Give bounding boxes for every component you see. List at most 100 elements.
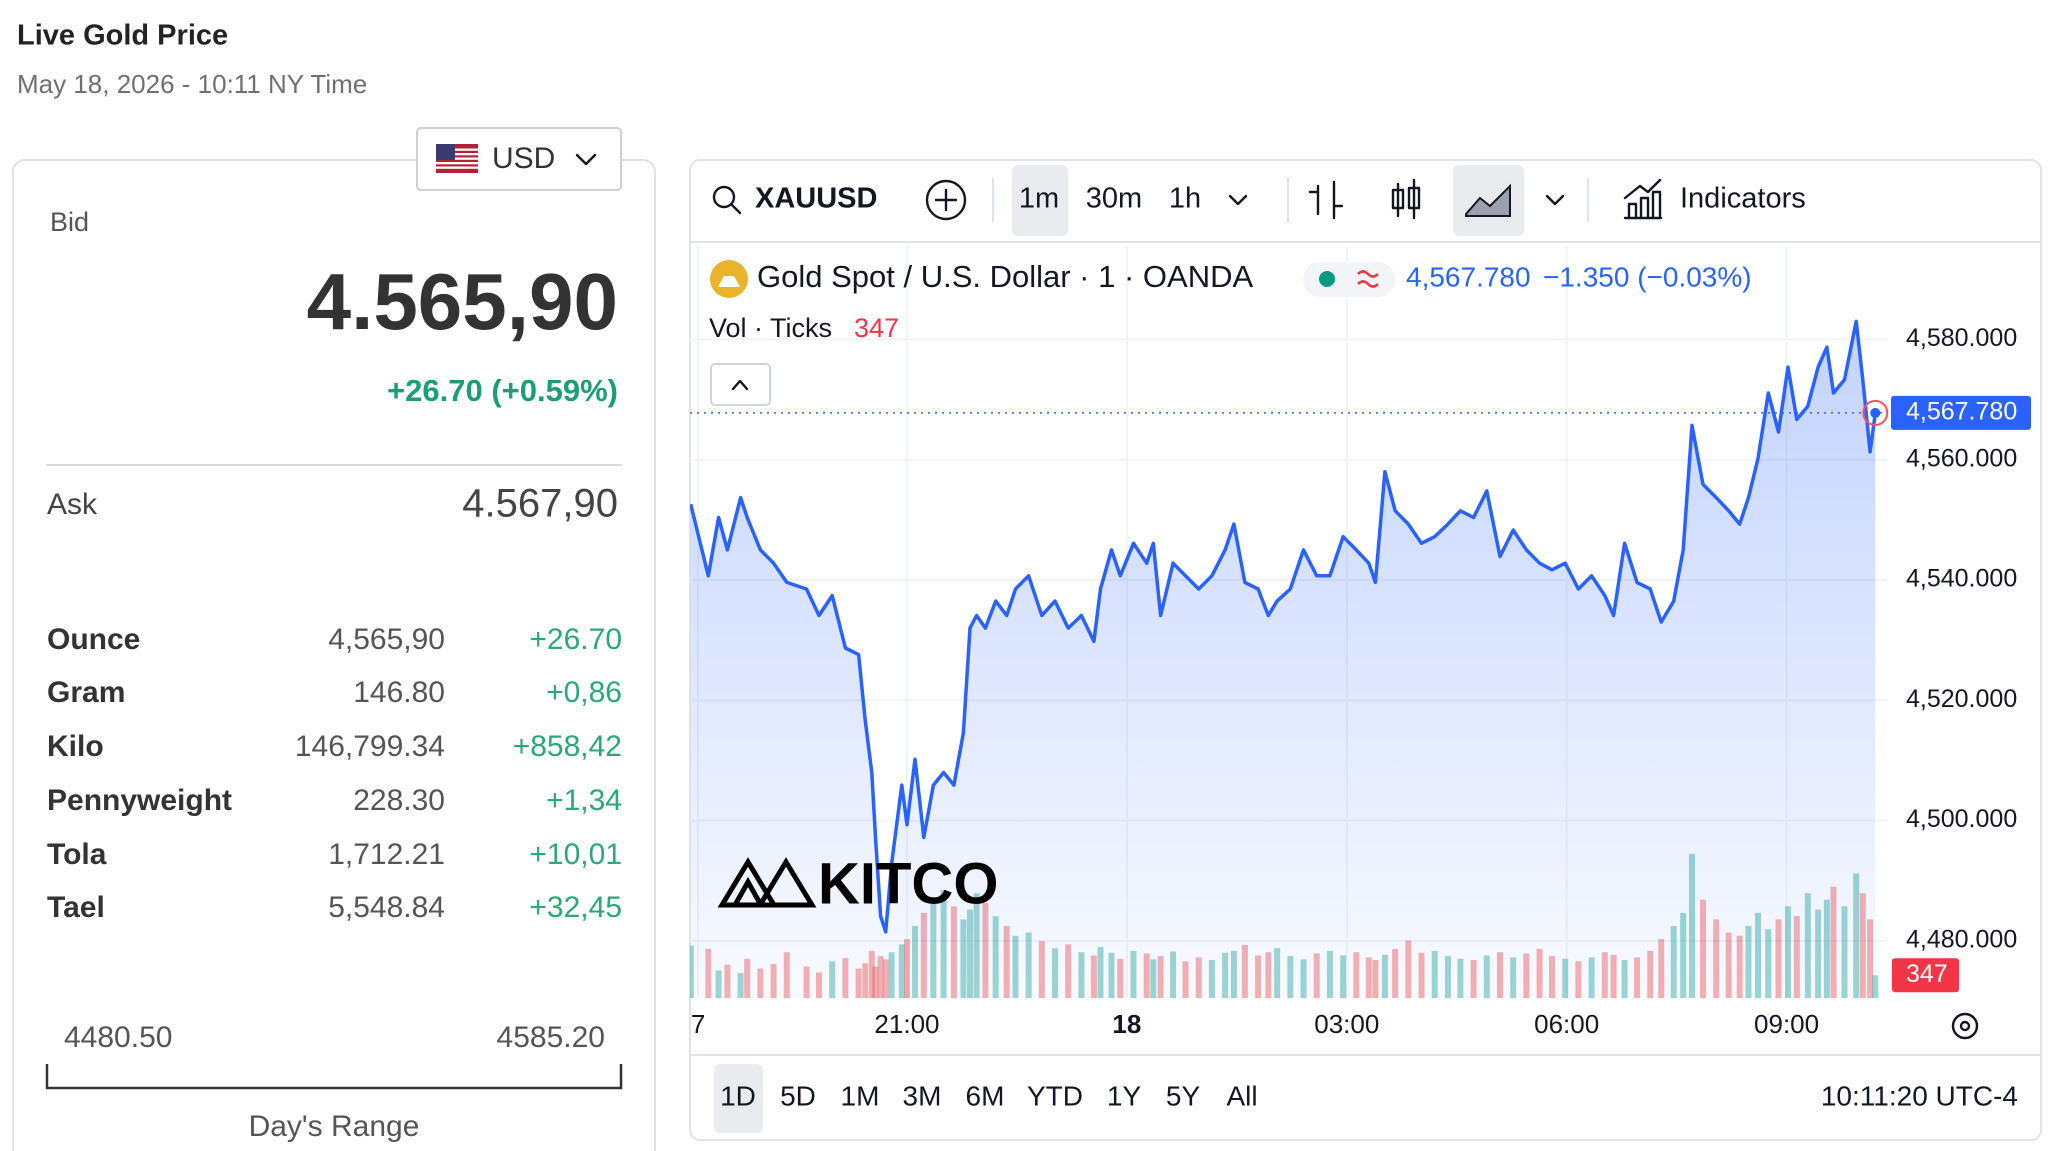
area-icon	[1465, 183, 1511, 217]
x-tick-label: 09:00	[1754, 1009, 1819, 1039]
last-price-box	[1891, 395, 2031, 430]
unit-name: Tael	[47, 891, 105, 924]
timestamp: May 18, 2026 - 10:11 NY Time	[17, 69, 367, 99]
legend-last: 4,567.780	[1406, 261, 1531, 292]
unit-name: Gram	[47, 676, 125, 709]
chevron	[575, 153, 597, 166]
interval[interactable]: 1m	[1019, 183, 1059, 215]
bid-change: +26.70 (+0.59%)	[387, 373, 618, 408]
unit-name: Kilo	[47, 730, 104, 763]
unit-table: Ounce 4,565,90 +26.70 Gram 146.80 +0,86 Kilo 14…	[47, 623, 622, 924]
y-tick-label: 4,540.000	[1906, 565, 2017, 593]
range-button[interactable]: 5D	[780, 1080, 816, 1111]
clock: 10:11:20 UTC-4	[1821, 1080, 2018, 1111]
kitco-logo	[717, 857, 817, 908]
unit-change: +1,34	[546, 784, 622, 817]
settings-icon[interactable]	[1951, 1012, 1979, 1040]
last-point	[1870, 407, 1881, 418]
range-high: 4585.20	[497, 1021, 605, 1054]
toolbar: XAUUSD 1m 30m 1h Indicators	[712, 165, 1806, 236]
plot-area	[690, 319, 1879, 998]
volume-legend: Vol · Ticks	[709, 313, 832, 343]
us-flag	[436, 144, 478, 173]
x-tick-label: 06:00	[1534, 1009, 1599, 1039]
interval-menu[interactable]	[1228, 194, 1248, 206]
interval[interactable]: 1h	[1169, 183, 1201, 215]
delayed-icon	[1357, 270, 1379, 288]
add-symbol	[934, 188, 958, 212]
symbol-icon	[718, 276, 740, 287]
unit-name: Ounce	[47, 623, 140, 656]
price-line	[690, 319, 1878, 934]
bid-price: 4.565,90	[307, 257, 618, 346]
page-title: Live Gold Price	[17, 20, 228, 52]
unit-change: +10,01	[529, 838, 622, 871]
market-open-dot	[1319, 271, 1335, 287]
status-pill	[1303, 262, 1395, 297]
y-tick-label: 4,520.000	[1906, 685, 2017, 713]
range-button[interactable]: 1D	[720, 1080, 756, 1111]
collapse-icon	[731, 379, 749, 391]
unit-name: Tola	[47, 838, 107, 871]
range-button[interactable]: 5Y	[1166, 1080, 1201, 1111]
legend-title: Gold Spot / U.S. Dollar · 1 · OANDA	[757, 259, 1253, 294]
search-icon[interactable]	[712, 185, 736, 209]
plot: 4,480.000 4,500.000 4,520.000 4,540.000 4,56…	[690, 245, 2031, 1039]
unit-price: 5,548.84	[328, 891, 445, 924]
currency-box[interactable]	[416, 127, 622, 191]
indicators-icon[interactable]	[1623, 178, 1663, 220]
range-low: 4480.50	[64, 1021, 172, 1054]
indicators[interactable]: Indicators	[1680, 183, 1806, 215]
unit-price: 1,712.21	[328, 838, 445, 871]
quote-card	[12, 159, 656, 1151]
range-label: Day's Range	[249, 1110, 420, 1143]
range-bar	[45, 1064, 623, 1090]
y-tick-label: 4,580.000	[1906, 324, 2017, 352]
unit-price: 228.30	[353, 784, 445, 817]
unit-change: +26.70	[529, 623, 622, 656]
x-tick-label: 21:00	[874, 1009, 939, 1039]
settings-icon	[1959, 1020, 1971, 1032]
active-interval[interactable]	[1012, 165, 1068, 236]
range-button[interactable]: 1Y	[1107, 1080, 1142, 1111]
price-area	[690, 321, 1876, 998]
active-chart-type[interactable]	[1453, 165, 1524, 236]
range-button[interactable]: 1M	[841, 1080, 880, 1111]
currency-select[interactable]: USD	[416, 127, 622, 191]
y-tick-label: 4,480.000	[1906, 925, 2017, 953]
range-button[interactable]: All	[1226, 1080, 1257, 1111]
unit-price: 146.80	[353, 676, 445, 709]
unit-change: +0,86	[546, 676, 622, 709]
unit-name: Pennyweight	[47, 784, 232, 817]
x-tick-label: 7	[691, 1009, 705, 1039]
volume-last-label: 347	[1906, 960, 1948, 988]
volume-last-box	[1892, 958, 1959, 993]
bars-icon[interactable]	[1308, 180, 1344, 220]
bid-label: Bid	[50, 207, 89, 237]
range-button[interactable]: 6M	[966, 1080, 1005, 1111]
volume-last: 347	[854, 313, 899, 343]
x-tick-label: 18	[1112, 1009, 1141, 1039]
currency-label[interactable]: USD	[492, 142, 555, 175]
range-button[interactable]: YTD	[1027, 1080, 1083, 1111]
last-point-ring	[1862, 399, 1889, 426]
add-symbol[interactable]	[925, 179, 967, 221]
last-price-label: 4,567.780	[1906, 398, 2017, 426]
collapse-button[interactable]	[710, 363, 771, 406]
candles-icon	[1407, 186, 1421, 210]
ask-price: 4.567,90	[462, 482, 618, 526]
range-button[interactable]: 3M	[903, 1080, 942, 1111]
range-buttons: 1D 5D 1M 3M 6M YTD 1Y 5Y All	[720, 1080, 1257, 1111]
symbol[interactable]: XAUUSD	[755, 183, 877, 215]
unit-price: 4,565,90	[328, 623, 445, 656]
ask-label: Ask	[47, 488, 98, 521]
kitco-text: KITCO	[818, 851, 998, 916]
interval[interactable]: 30m	[1086, 183, 1142, 215]
x-tick-label: 03:00	[1314, 1009, 1379, 1039]
y-tick-label: 4,500.000	[1906, 805, 2017, 833]
candles-icon	[1391, 188, 1405, 210]
unit-price: 146,799.34	[295, 730, 445, 763]
chart-type-menu[interactable]	[1545, 194, 1565, 206]
active-range[interactable]	[714, 1064, 763, 1133]
